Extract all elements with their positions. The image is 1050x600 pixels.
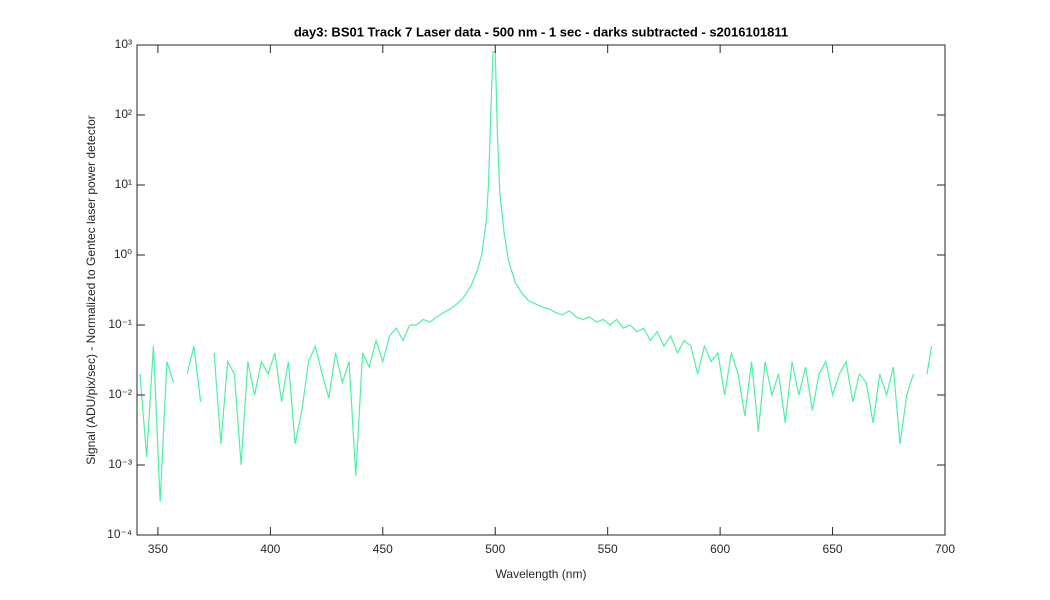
x-tick-label: 600 <box>710 542 730 556</box>
y-tick-label: 10⁻³ <box>108 457 132 471</box>
y-tick-label: 10¹ <box>115 177 132 191</box>
chart-title: day3: BS01 Track 7 Laser data - 500 nm -… <box>294 24 788 39</box>
y-tick-label: 10⁻⁴ <box>107 527 132 541</box>
x-tick-label: 450 <box>373 542 393 556</box>
y-tick-label: 10³ <box>115 37 132 51</box>
axes-box <box>136 44 946 536</box>
y-tick-label: 10⁻¹ <box>108 317 132 331</box>
plot-area <box>137 45 945 535</box>
y-tick-label: 10⁻² <box>108 387 132 401</box>
x-axis-label: Wavelength (nm) <box>496 567 587 581</box>
data-line <box>139 51 933 502</box>
x-tick-label: 400 <box>260 542 280 556</box>
axes <box>136 44 946 536</box>
y-tick-label: 10⁰ <box>114 247 132 261</box>
x-tick-label: 550 <box>598 542 618 556</box>
x-tick-label: 500 <box>485 542 505 556</box>
x-tick-label: 650 <box>823 542 843 556</box>
x-tick-label: 350 <box>148 542 168 556</box>
x-tick-label: 700 <box>935 542 955 556</box>
y-axis-label: Signal (ADU/pix/sec) - Normalized to Gen… <box>84 115 98 464</box>
y-tick-label: 10² <box>115 107 132 121</box>
